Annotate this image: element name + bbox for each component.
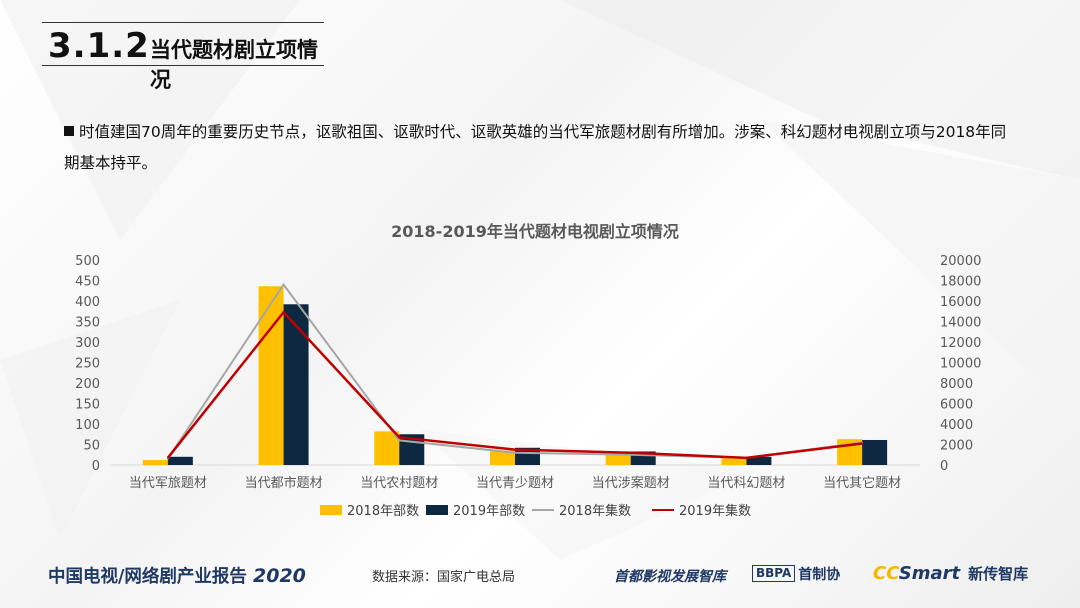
point-2019年集数 xyxy=(861,442,863,445)
logo-ccsmart: CCSmart 新传智库 xyxy=(873,563,1028,584)
bar-2018年部数 xyxy=(605,453,631,465)
bullet-square-icon xyxy=(64,126,74,136)
report-title-text: 中国电视/网络剧产业报告 xyxy=(48,567,247,587)
point-2019年集数 xyxy=(398,436,401,439)
section-header: 3.1.2 当代题材剧立项情况 xyxy=(42,18,324,92)
point-2018年集数 xyxy=(629,453,632,456)
bar-2019年部数 xyxy=(862,439,888,465)
y-left-tick-label: 100 xyxy=(75,418,100,433)
y-right-tick-label: 12000 xyxy=(940,336,981,351)
chart-title: 2018-2019年当代题材电视剧立项情况 xyxy=(391,222,679,241)
bar-2018年部数 xyxy=(374,431,400,465)
section-title: 当代题材剧立项情况 xyxy=(150,38,318,92)
y-right-tick-label: 14000 xyxy=(940,316,981,331)
bbpa-mark: BBPA xyxy=(752,565,796,582)
y-right-tick-label: 8000 xyxy=(940,377,973,392)
y-left-tick-label: 200 xyxy=(75,377,100,392)
y-left-tick-label: 500 xyxy=(75,254,100,269)
report-year: 2020 xyxy=(253,565,306,587)
y-right-tick-label: 16000 xyxy=(940,295,981,310)
point-2019年集数 xyxy=(167,457,169,459)
ccsmart-smart: Smart xyxy=(898,563,961,584)
legend-label: 2019年部数 xyxy=(453,504,525,519)
ccsmart-cn: 新传智库 xyxy=(968,565,1029,583)
legend-label: 2019年集数 xyxy=(679,503,751,519)
point-2018年集数 xyxy=(398,439,401,442)
point-2019年集数 xyxy=(282,311,285,314)
bar-2019年部数 xyxy=(167,456,193,465)
y-left-tick-label: 350 xyxy=(75,316,100,331)
logo-capital-film-think-tank: 首都影视发展智库 xyxy=(614,569,726,585)
logo-bbpa: BBPA 首制协 xyxy=(752,564,840,583)
intro-text: 时值建国70周年的重要历史节点，讴歌祖国、讴歌时代、讴歌英雄的当代军旅题材剧有所… xyxy=(64,123,1007,172)
bar-2018年部数 xyxy=(721,457,747,465)
legend-label: 2018年部数 xyxy=(347,504,419,519)
x-category-label: 当代科幻题材 xyxy=(707,476,785,491)
data-source: 数据来源：国家广电总局 xyxy=(372,570,516,585)
x-category-label: 当代其它题材 xyxy=(823,475,901,491)
header-rule-bottom xyxy=(42,65,324,66)
y-right-tick-label: 20000 xyxy=(940,254,981,269)
y-left-tick-label: 50 xyxy=(83,439,100,454)
bbpa-name: 首制协 xyxy=(798,566,841,583)
ccsmart-cc: CC xyxy=(873,563,899,584)
point-2019年集数 xyxy=(514,448,516,451)
bar-2019年部数 xyxy=(746,456,772,465)
point-2019年集数 xyxy=(745,457,748,459)
y-right-tick-label: 10000 xyxy=(940,357,981,372)
bar-2019年部数 xyxy=(283,304,309,465)
point-2018年集数 xyxy=(514,451,516,454)
x-category-label: 当代青少题材 xyxy=(476,476,554,491)
legend-swatch xyxy=(320,505,342,515)
bar-2018年部数 xyxy=(490,450,515,465)
intro-paragraph: 时值建国70周年的重要历史节点，讴歌祖国、讴歌时代、讴歌英雄的当代军旅题材剧有所… xyxy=(64,117,1014,179)
y-left-tick-label: 0 xyxy=(92,459,100,474)
point-2019年集数 xyxy=(629,451,632,454)
y-left-tick-label: 300 xyxy=(75,336,100,351)
section-number: 3.1.2 xyxy=(48,26,150,66)
point-2018年集数 xyxy=(282,283,285,286)
y-left-tick-label: 450 xyxy=(75,275,100,290)
y-left-tick-label: 150 xyxy=(75,398,100,413)
bar-2018年部数 xyxy=(258,286,284,465)
y-right-tick-label: 2000 xyxy=(940,439,973,454)
x-category-label: 当代农村题材 xyxy=(360,476,438,491)
y-right-tick-label: 0 xyxy=(940,459,948,474)
legend-label: 2018年集数 xyxy=(559,503,631,519)
x-category-label: 当代都市题材 xyxy=(245,475,323,491)
x-category-label: 当代涉案题材 xyxy=(592,476,670,491)
y-right-tick-label: 4000 xyxy=(940,418,973,433)
y-right-tick-label: 18000 xyxy=(940,275,981,290)
y-left-tick-label: 400 xyxy=(75,295,100,310)
header-rule-top xyxy=(42,22,324,23)
bar-2018年部数 xyxy=(142,460,168,465)
legend-swatch xyxy=(426,505,448,515)
y-left-tick-label: 250 xyxy=(75,357,100,372)
y-right-tick-label: 6000 xyxy=(940,398,973,413)
report-title: 中国电视/网络剧产业报告 2020 xyxy=(48,563,306,588)
x-category-label: 当代军旅题材 xyxy=(129,476,207,491)
